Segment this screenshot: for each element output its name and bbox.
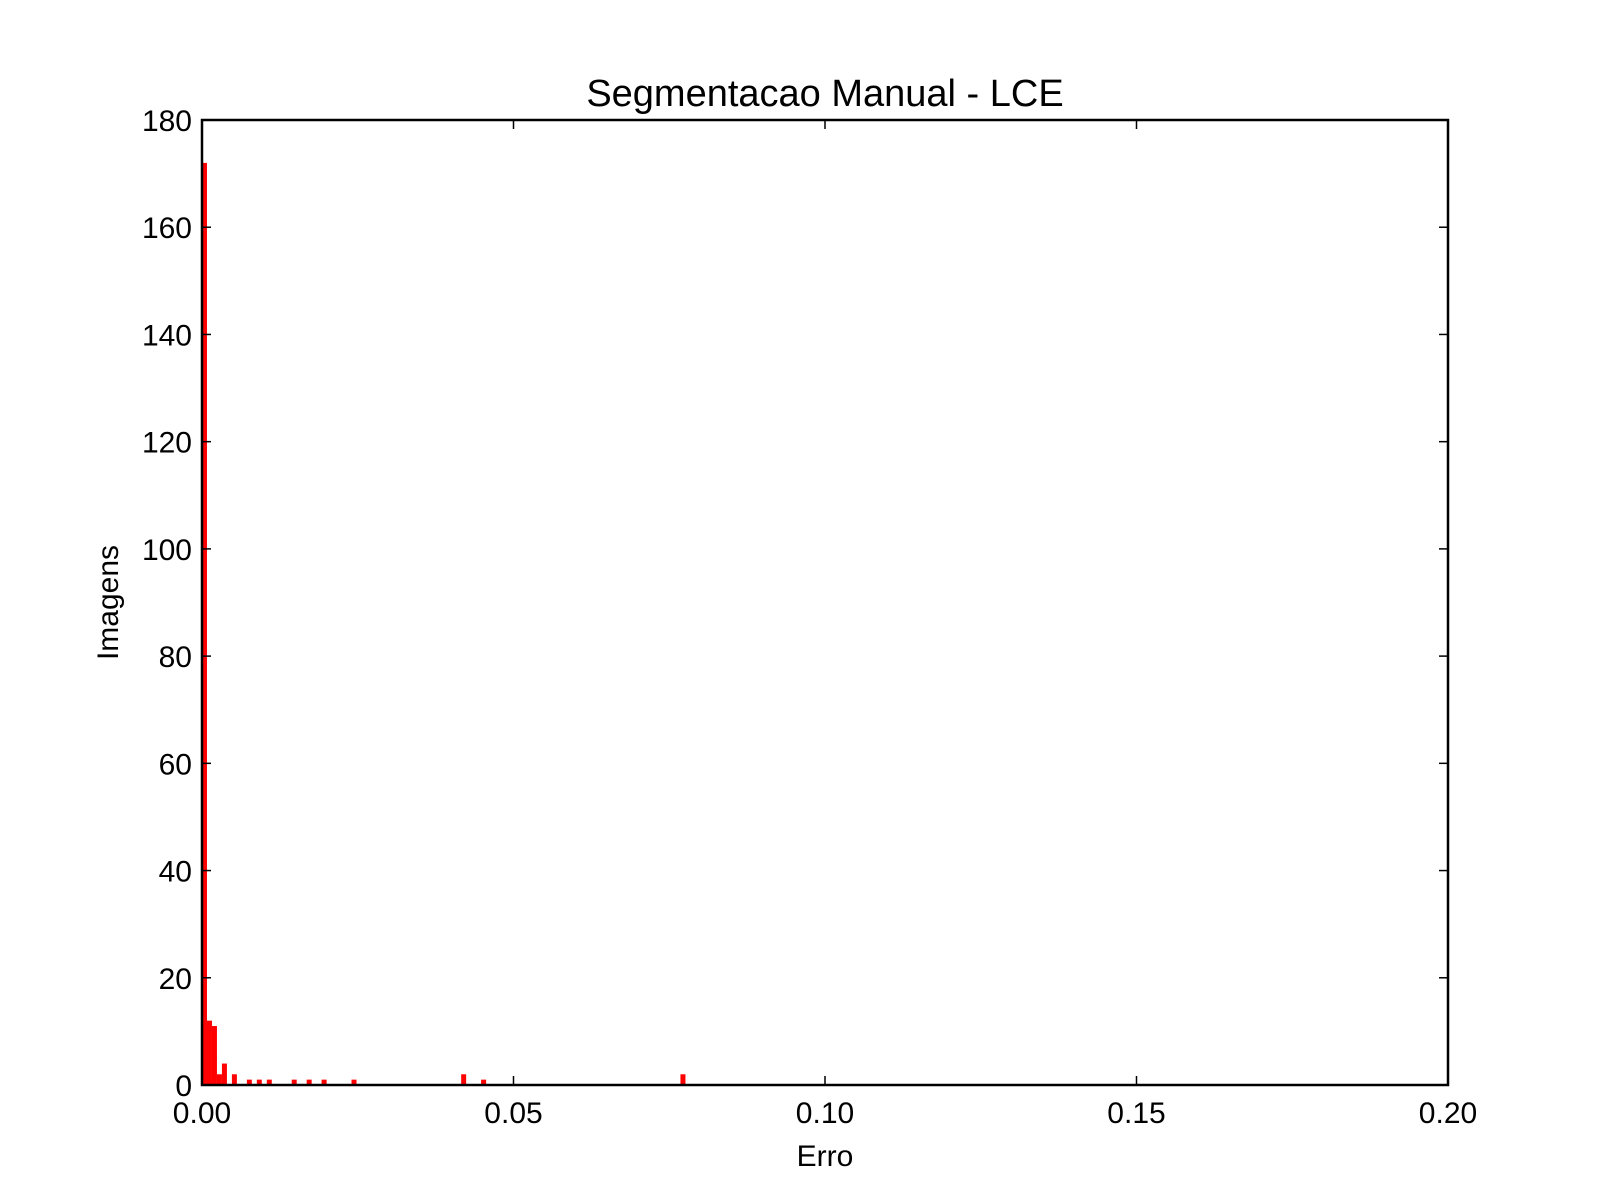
ticks-group: 0.00 0.05 0.10 0.15 0.20 0 20 40 60 80 100 120 140 16… (142, 105, 1477, 1130)
x-tick-label: 0.15 (1107, 1097, 1165, 1130)
histogram-bar (481, 1079, 487, 1085)
x-tick-label: 0.10 (796, 1097, 854, 1130)
histogram-bar (246, 1079, 252, 1085)
y-tick-label: 160 (142, 212, 192, 245)
y-tick-label: 100 (142, 534, 192, 567)
histogram-bar (221, 1063, 227, 1085)
y-tick-label: 60 (159, 748, 192, 781)
y-tick-label: 140 (142, 319, 192, 352)
x-axis-label: Erro (797, 1140, 854, 1173)
histogram-bar (231, 1074, 237, 1085)
histogram-bar (266, 1079, 272, 1085)
histogram-bar (680, 1074, 686, 1085)
y-tick-label: 120 (142, 427, 192, 460)
y-tick-label: 0 (175, 1070, 192, 1103)
x-tick-label: 0.05 (484, 1097, 542, 1130)
histogram-bar (256, 1079, 262, 1085)
histogram-bar (306, 1079, 312, 1085)
chart-title: Segmentacao Manual - LCE (586, 73, 1063, 115)
histogram-bar (461, 1074, 467, 1085)
y-tick-label: 180 (142, 105, 192, 138)
histogram-bar (206, 1020, 212, 1085)
y-tick-label: 80 (159, 641, 192, 674)
histogram-bar (321, 1079, 327, 1085)
plot-frame (200, 118, 1450, 1087)
histogram-bar (211, 1026, 217, 1085)
x-tick-label: 0.00 (173, 1097, 231, 1130)
bars-group (202, 162, 686, 1085)
x-tick-label: 0.20 (1419, 1097, 1477, 1130)
y-axis-label: Imagens (92, 545, 125, 660)
histogram-bar (216, 1074, 222, 1085)
histogram-bar (291, 1079, 297, 1085)
y-tick-label: 20 (159, 963, 192, 996)
y-tick-label: 40 (159, 856, 192, 889)
histogram-bar (351, 1079, 357, 1085)
histogram-bar (202, 162, 207, 1085)
